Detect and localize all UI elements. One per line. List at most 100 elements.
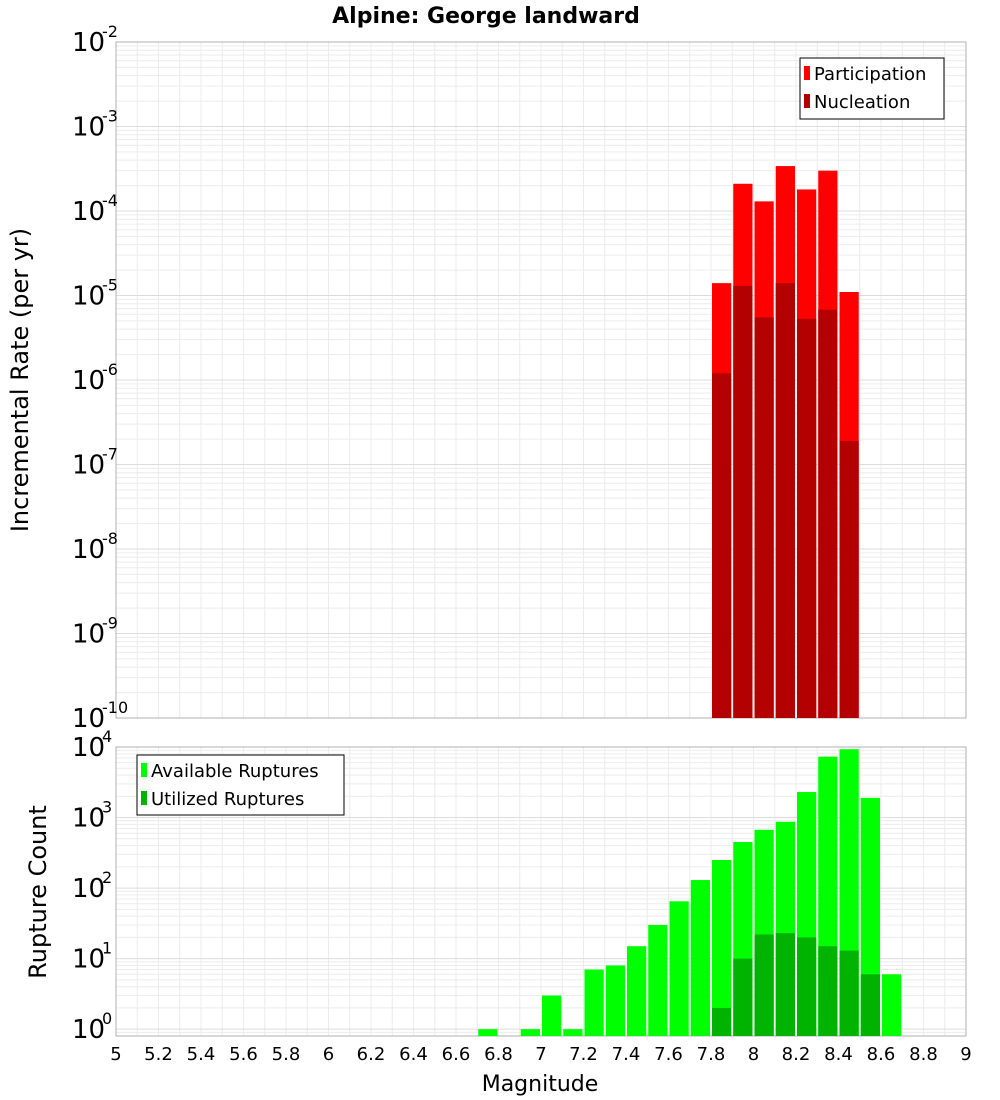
bottom-legend: Available Ruptures Utilized Ruptures [136, 754, 345, 816]
top-y-axis-label: Incremental Rate (per yr) [6, 228, 34, 532]
y-tick-label: 10 [72, 366, 105, 396]
x-tick-label: 7.4 [612, 1044, 641, 1065]
y-tick-exponent: -3 [102, 107, 118, 126]
bottom-bar-series2 [733, 958, 753, 1036]
y-tick-exponent: 4 [102, 727, 112, 746]
y-tick-exponent: 3 [102, 798, 112, 817]
top-bar-series2 [733, 285, 753, 718]
x-tick-label: 6 [323, 1044, 334, 1065]
y-tick-label: 10 [72, 704, 105, 734]
bottom-bar-series1 [605, 965, 625, 1036]
x-tick-label: 8.2 [782, 1044, 811, 1065]
x-ticks: 5 5.2 5.4 5.6 5.8 6 6.2 6.4 6.6 6.8 7 7.2 7.4 7.6 7.8 8… [110, 1044, 971, 1065]
x-tick-label: 5.8 [272, 1044, 301, 1065]
legend-swatch-nucleation [804, 94, 810, 108]
bottom-bar-series2 [712, 1007, 732, 1036]
x-tick-label: 7.6 [654, 1044, 683, 1065]
y-tick-exponent: 1 [102, 939, 112, 958]
y-tick-exponent: -6 [102, 360, 118, 379]
x-tick-label: 8 [748, 1044, 759, 1065]
bottom-bar-series1 [584, 969, 604, 1036]
legend-label-nucleation: Nucleation [814, 92, 910, 113]
bottom-bar-series2 [754, 934, 774, 1036]
top-plot-frame [115, 41, 967, 719]
x-tick-label: 5.4 [187, 1044, 216, 1065]
y-tick-label: 10 [72, 733, 105, 763]
y-tick-label: 10 [72, 451, 105, 481]
bottom-bar-series2 [839, 950, 859, 1036]
bottom-bar-series1 [627, 946, 647, 1036]
bottom-bar-series2 [860, 974, 880, 1036]
bottom-bar-series1 [648, 924, 668, 1036]
legend-label-available: Available Ruptures [151, 761, 319, 782]
bottom-plot-frame [115, 746, 967, 1037]
top-bars [712, 166, 859, 719]
y-tick-exponent: -8 [102, 529, 118, 548]
bottom-bar-series1 [520, 1029, 540, 1036]
y-tick-label: 10 [72, 945, 105, 975]
x-tick-label: 6.8 [484, 1044, 513, 1065]
x-tick-label: 6.4 [399, 1044, 428, 1065]
y-tick-label: 10 [72, 535, 105, 565]
bottom-bar-series1 [478, 1029, 498, 1036]
top-bar-series2 [712, 373, 732, 718]
x-tick-label: 9 [960, 1044, 971, 1065]
chart-title: Alpine: George landward [332, 4, 640, 29]
y-tick-label: 10 [72, 620, 105, 650]
y-tick-exponent: 2 [102, 868, 112, 887]
y-tick-exponent: -7 [102, 445, 118, 464]
bottom-bar-series1 [690, 880, 710, 1036]
y-tick-label: 10 [72, 874, 105, 904]
legend-label-participation: Participation [814, 64, 926, 85]
x-tick-label: 6.6 [442, 1044, 471, 1065]
y-tick-label: 10 [72, 804, 105, 834]
y-tick-exponent: -2 [102, 22, 118, 41]
x-axis-label: Magnitude [482, 1072, 599, 1097]
x-tick-label: 6.2 [357, 1044, 386, 1065]
legend-label-utilized: Utilized Ruptures [151, 789, 304, 810]
top-bar-series2 [754, 317, 774, 718]
x-tick-label: 8.4 [824, 1044, 853, 1065]
bottom-bar-series1 [563, 1029, 583, 1036]
bottom-bar-series2 [775, 933, 795, 1036]
top-bar-series2 [818, 309, 838, 718]
top-bar-series2 [775, 283, 795, 718]
x-tick-label: 7.2 [569, 1044, 598, 1065]
top-bar-series2 [839, 440, 859, 718]
y-tick-label: 10 [72, 197, 105, 227]
top-legend: Participation Nucleation [799, 57, 945, 120]
bottom-bars [478, 749, 902, 1036]
y-tick-label: 10 [72, 28, 105, 58]
legend-swatch-participation [804, 66, 810, 80]
x-tick-label: 5.2 [144, 1044, 173, 1065]
y-tick-exponent: -9 [102, 614, 118, 633]
y-tick-exponent: -4 [102, 191, 118, 210]
bottom-bar-series2 [797, 937, 817, 1036]
y-tick-exponent: 0 [102, 1009, 112, 1028]
x-tick-label: 8.6 [867, 1044, 896, 1065]
top-grid [115, 42, 967, 719]
top-bar-series2 [797, 318, 817, 718]
x-tick-label: 5.6 [229, 1044, 258, 1065]
y-tick-exponent: -10 [102, 698, 128, 717]
bottom-bar-series1 [712, 860, 732, 1036]
legend-swatch-available [141, 763, 147, 777]
x-tick-label: 7 [535, 1044, 546, 1065]
legend-swatch-utilized [141, 791, 147, 805]
y-tick-label: 10 [72, 1015, 105, 1045]
bottom-bar-series2 [818, 946, 838, 1036]
y-tick-label: 10 [72, 282, 105, 312]
x-tick-label: 5 [110, 1044, 121, 1065]
y-tick-exponent: -5 [102, 276, 118, 295]
bottom-y-axis-label: Rupture Count [24, 805, 52, 979]
x-tick-label: 8.8 [909, 1044, 938, 1065]
bottom-bar-series1 [882, 974, 902, 1036]
x-tick-label: 7.8 [697, 1044, 726, 1065]
y-tick-label: 10 [72, 113, 105, 143]
bottom-bar-series1 [669, 901, 689, 1036]
bottom-grid [115, 747, 967, 1037]
bottom-bar-series1 [542, 995, 562, 1036]
